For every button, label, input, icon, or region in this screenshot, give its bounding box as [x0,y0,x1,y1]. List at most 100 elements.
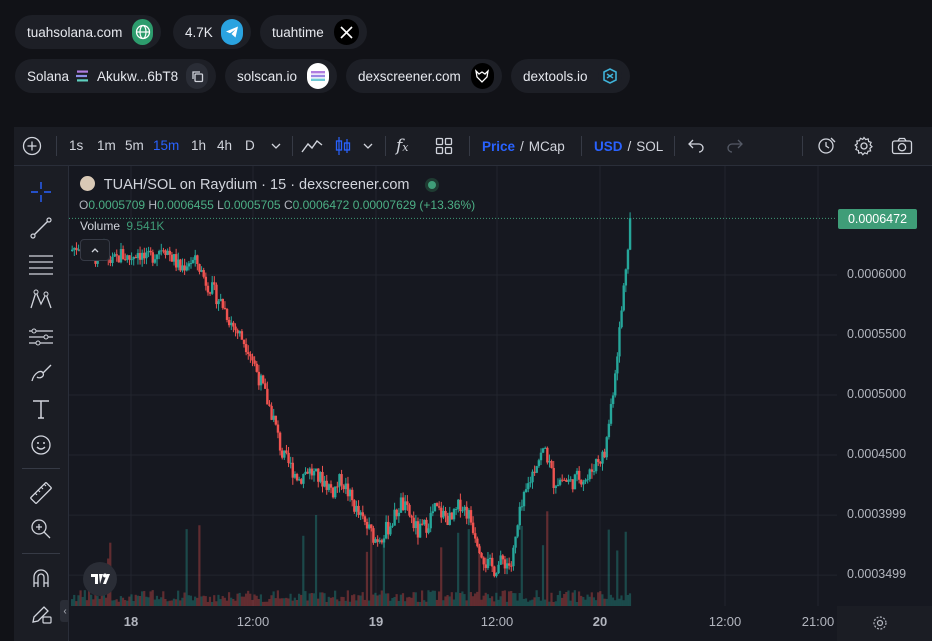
website-link[interactable]: tuahsolana.com [15,15,161,49]
candle-body [384,521,388,539]
telegram-link[interactable]: 4.7K [173,15,251,49]
crosshair-tool[interactable] [27,178,55,206]
candle-body [539,452,543,461]
collapse-legend-button[interactable] [80,239,110,261]
candle-body [461,510,464,512]
volume-bar [522,598,526,606]
volume-bar [73,594,76,606]
volume-bar [219,599,222,606]
dextools-link[interactable]: dextools.io [511,59,630,93]
layouts-button[interactable] [435,127,453,165]
interval-D[interactable]: D [245,138,255,153]
volume-bar [622,600,625,606]
solscan-link[interactable]: solscan.io [225,59,337,93]
brush-tool[interactable] [27,359,55,387]
volume-bar [370,528,373,606]
volume-bar [317,598,320,606]
axis-settings-button[interactable] [872,615,888,636]
volume-bar [418,601,422,606]
sol-option[interactable]: SOL [636,138,664,154]
volume-bar [189,595,192,606]
forecast-tool[interactable] [27,323,55,351]
candle-body [211,282,214,294]
volume-bar [550,592,553,606]
trend-line-tool[interactable] [27,214,55,242]
indicators-button[interactable]: fx [396,127,409,165]
interval-dropdown[interactable] [270,127,282,165]
candle-body [389,526,392,535]
candle-body [234,326,237,331]
interval-1s[interactable]: 1s [69,138,84,153]
volume-bar [77,595,80,606]
volume-bar [482,595,485,606]
candles-button[interactable] [335,127,351,165]
undo-button[interactable] [687,127,705,165]
twitter-link[interactable]: tuahtime [260,15,367,49]
volume-bar [437,591,441,606]
volume-bar [421,590,424,606]
interval-15m[interactable]: 15m [153,138,180,153]
candle-body [200,270,203,272]
volume-bar [183,592,186,606]
candle-body [187,263,191,267]
zoom-tool[interactable] [27,515,55,543]
candle-body [393,509,396,526]
chart-type-dropdown[interactable] [362,127,374,165]
candles-icon [335,137,351,155]
pattern-tool[interactable] [27,286,55,314]
interval-1h[interactable]: 1h [191,138,207,153]
lock-drawing-tool[interactable] [27,600,55,628]
emoji-tool[interactable] [27,431,55,459]
settings-button[interactable] [854,127,874,165]
currency-toggle[interactable]: USD / SOL [594,127,663,165]
time-axis[interactable]: 18 12:00 19 12:00 20 12:00 21:00 [69,606,837,641]
price-chart-plot[interactable] [69,166,837,606]
measure-tool[interactable] [27,479,55,507]
price-axis[interactable]: 0.0006000 0.0005500 0.0005000 0.0004500 0.00… [837,166,932,606]
candle-body [183,265,186,271]
copy-icon[interactable] [186,63,208,89]
screenshot-button[interactable] [891,127,913,165]
volume-bar [323,593,326,606]
volume-bar [365,551,369,606]
volume-bar [185,529,188,606]
interval-4h[interactable]: 4h [217,138,233,153]
magnet-tool[interactable] [27,564,55,592]
redo-button[interactable] [726,127,744,165]
price-mcap-toggle[interactable]: Price / MCap [482,127,565,165]
candle-body [230,322,233,326]
volume-bar [297,593,301,606]
candle-body [257,371,261,386]
volume-bar [96,596,99,606]
candle-body [264,383,267,389]
volume-bar [507,591,511,606]
volume-bar [355,600,358,606]
fib-tool[interactable] [27,250,55,278]
candle-body [359,512,362,515]
volume-bar [119,596,122,606]
dexscreener-link[interactable]: dexscreener.com [346,59,502,93]
candle-body [563,479,566,481]
mcap-option[interactable]: MCap [528,138,565,154]
usd-option[interactable]: USD [594,138,623,154]
volume-bar [440,547,443,606]
interval-1m[interactable]: 1m [97,138,116,153]
tradingview-logo[interactable] [83,562,117,596]
volume-bar [166,601,169,606]
volume-bar [213,595,216,606]
volume-bar [624,531,627,606]
quick-search-button[interactable] [817,127,837,165]
candle-body [387,521,390,535]
collapse-toolbar-handle[interactable]: ‹ [60,600,70,622]
volume-value: 9.541K [126,219,165,233]
candle-body [408,504,411,516]
line-chart-button[interactable] [301,127,323,165]
add-indicator-button[interactable] [22,127,42,165]
interval-5m[interactable]: 5m [125,138,144,153]
text-tool[interactable] [27,395,55,423]
token-address[interactable]: Solana Akukw...6bT8 [15,59,216,93]
candle-body [145,252,148,259]
volume-bar [387,593,390,606]
price-option[interactable]: Price [482,138,516,154]
volume-bar [327,596,330,606]
